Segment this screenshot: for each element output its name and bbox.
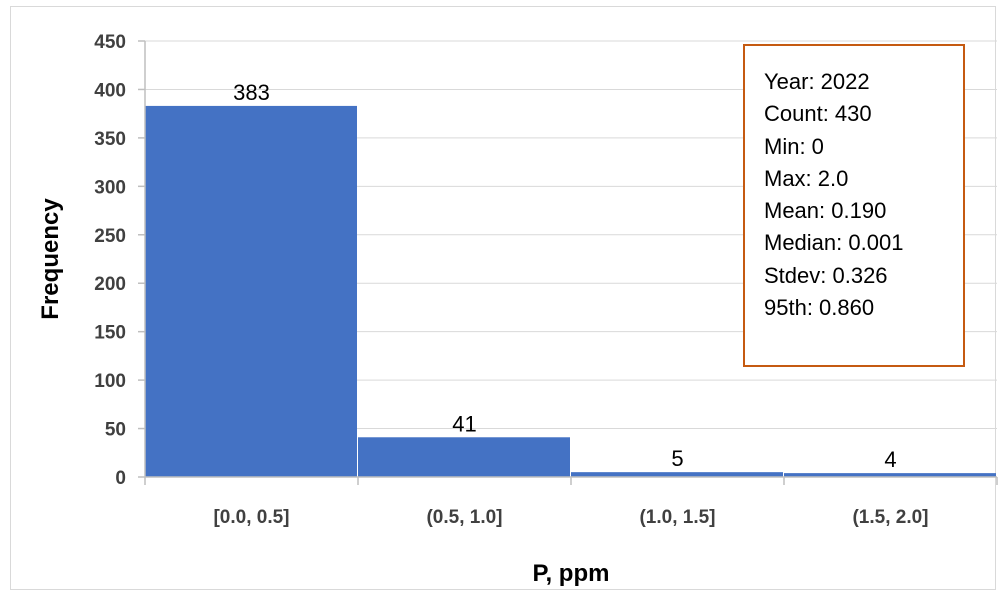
stat-stdev: Stdev: 0.326 [764,262,888,288]
stat-max: Max: 2.0 [764,165,849,191]
axes [138,40,998,485]
bar [784,473,996,477]
data-label: 383 [233,80,270,105]
data-label: 5 [671,446,683,471]
stat-min: Min: 0 [764,133,824,159]
stat-median: Median: 0.001 [764,230,904,256]
y-axis-title: Frequency [37,198,64,320]
x-tick-label: (1.0, 1.5] [639,507,715,528]
bars [145,105,996,477]
y-tick-label: 350 [94,129,126,150]
y-tick-label: 50 [105,420,126,441]
y-tick-label: 0 [115,468,126,489]
bar [145,105,357,477]
y-tick-label: 250 [94,226,126,247]
bar [571,472,783,477]
x-tick-label: (1.5, 2.0] [852,507,928,528]
data-label: 41 [452,411,476,436]
y-tick-label: 150 [94,323,126,344]
labels: 0 50 100 150 200 250 300 350 400 450 383 41 5 4 [0.0, … [94,32,928,528]
stat-95th: 95th: 0.860 [764,295,875,321]
y-tick-label: 200 [94,274,126,295]
bar [358,437,570,477]
x-tick-label: [0.0, 0.5] [213,507,289,528]
stat-count: Count: 430 [764,101,872,127]
y-tick-label: 300 [94,177,126,198]
x-tick-label: (0.5, 1.0] [426,507,502,528]
stat-year: Year: 2022 [764,69,870,94]
x-axis-title: P, ppm [533,560,610,587]
y-tick-label: 100 [94,371,126,392]
y-tick-label: 450 [94,32,126,53]
data-label: 4 [884,447,896,472]
y-tick-label: 400 [94,80,126,101]
statistics-box: Year: 2022 Count: 430 Min: 0 Max: 2.0 Me… [743,44,965,367]
stat-mean: Mean: 0.190 [764,198,887,224]
